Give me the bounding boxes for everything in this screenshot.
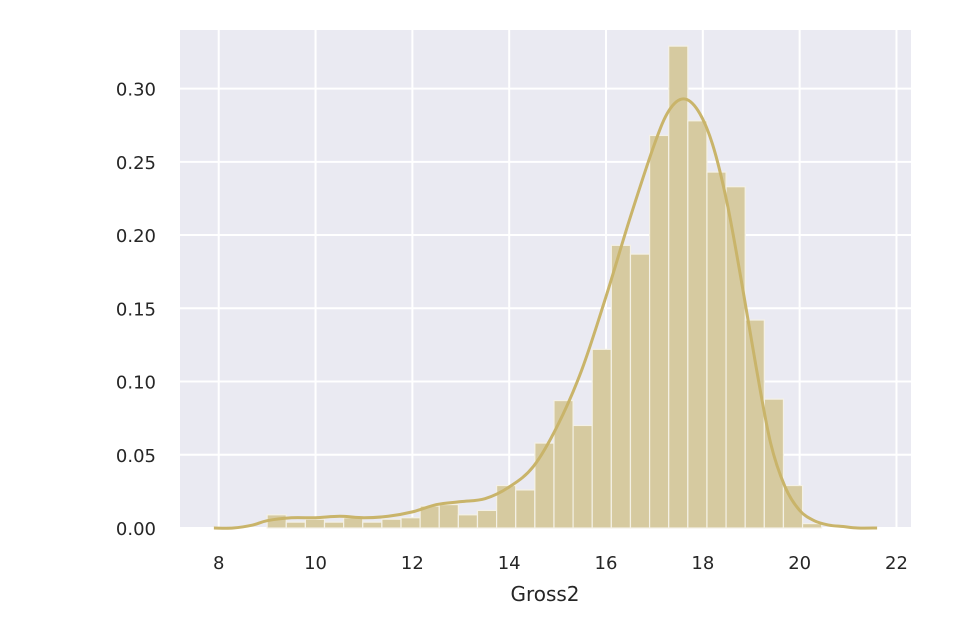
histogram-bar [438, 503, 459, 529]
y-tick-label: 0.20 [116, 226, 156, 247]
x-tick-label: 20 [788, 553, 811, 574]
histogram-bar [343, 517, 364, 529]
y-tick-label: 0.30 [116, 80, 156, 101]
x-tick-label: 22 [885, 553, 908, 574]
kde-curve [213, 97, 878, 530]
histogram-bar [515, 489, 536, 529]
histogram-bars [266, 45, 823, 529]
x-axis-label: Gross2 [510, 582, 579, 606]
x-tick-label: 12 [401, 553, 424, 574]
histogram-bar [534, 442, 555, 529]
histogram-bar [362, 521, 383, 529]
x-tick-label: 8 [213, 553, 224, 574]
x-axis-ticks: 8 10 12 14 16 18 20 22 [213, 553, 908, 574]
y-tick-label: 0.25 [116, 153, 156, 174]
histogram-bar [687, 120, 708, 529]
x-tick-label: 14 [498, 553, 521, 574]
histogram-bar [553, 399, 574, 529]
y-tick-label: 0.10 [116, 373, 156, 394]
histogram-bar [610, 244, 632, 529]
histogram-bar [801, 523, 823, 529]
histogram-bar [572, 424, 593, 529]
histogram-bar [668, 45, 689, 529]
histogram-bar [629, 253, 651, 529]
histogram-bar [591, 348, 612, 529]
y-tick-label: 0.00 [116, 519, 156, 540]
histogram-bar [304, 518, 326, 529]
histogram-bar [457, 514, 479, 529]
x-tick-label: 10 [304, 553, 327, 574]
histogram-bar [648, 134, 670, 529]
y-tick-label: 0.15 [116, 299, 156, 320]
y-axis-ticks: 0.00 0.05 0.10 0.15 0.20 0.25 0.30 [116, 80, 156, 540]
x-tick-label: 18 [691, 553, 714, 574]
histogram-bar [381, 518, 402, 529]
x-tick-label: 16 [595, 553, 618, 574]
histogram-bar [725, 186, 746, 529]
histogram-bar [400, 517, 421, 529]
histogram-bar [323, 521, 345, 529]
histogram-bar [706, 171, 727, 529]
histogram-bar [285, 521, 306, 529]
histogram-bar [476, 509, 498, 529]
histogram-bar [763, 398, 785, 529]
y-tick-label: 0.05 [116, 446, 156, 467]
